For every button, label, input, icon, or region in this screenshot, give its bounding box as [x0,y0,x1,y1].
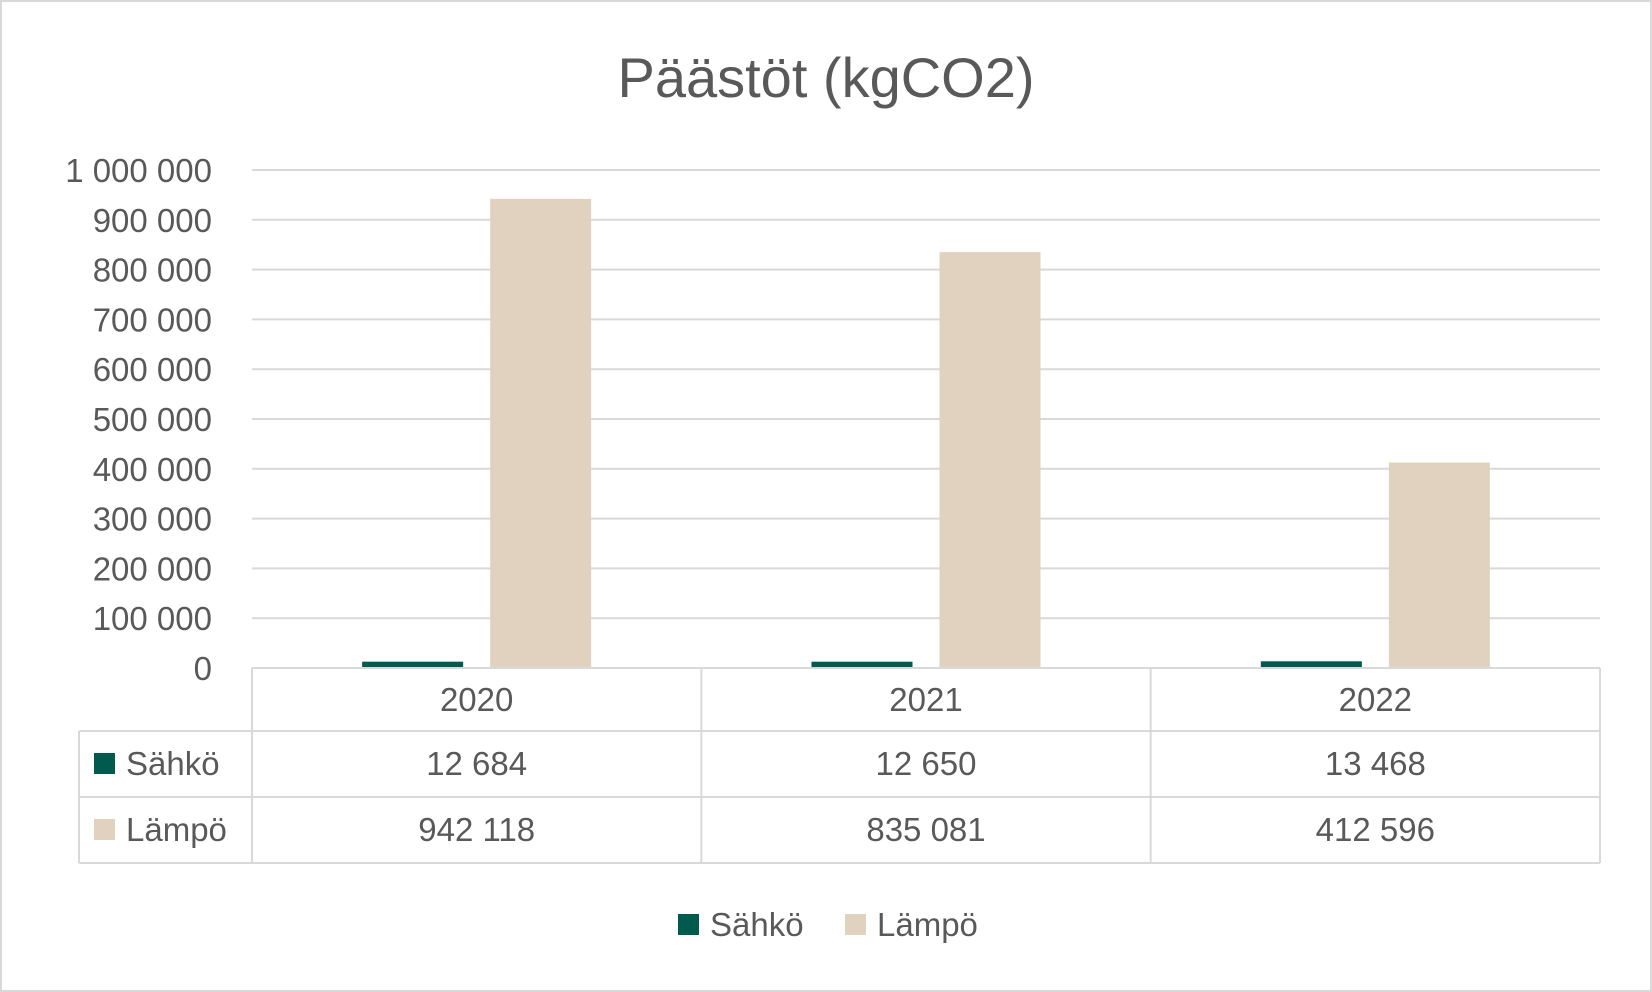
table-series-label: Sähkö [126,745,220,782]
bar-sähkö-2022 [1260,661,1362,668]
table-value: 13 468 [1325,745,1426,782]
y-tick-label: 1 000 000 [65,152,212,189]
gridlines [252,169,1600,620]
y-tick-label: 300 000 [93,501,212,538]
x-category-label: 2020 [440,681,513,718]
y-tick-label: 100 000 [93,600,212,637]
table-value: 942 118 [418,811,535,848]
x-category-label: 2021 [889,681,962,718]
y-tick-label: 900 000 [93,202,212,239]
y-tick-label: 700 000 [93,301,212,338]
y-axis-ticks: 0 100 000 200 000 300 000 400 000 500 000 600 … [65,152,212,687]
legend-label: Sähkö [710,906,804,943]
table-value: 12 650 [876,745,977,782]
table-series-label: Lämpö [126,811,227,848]
legend-key-lämpö [845,914,866,935]
bar-lämpö-2022 [1388,462,1490,668]
table-legend-key [94,819,115,840]
chart-title: Päästöt (kgCO2) [617,46,1034,109]
bar-lämpö-2020 [490,198,592,668]
legend-label: Lämpö [877,906,978,943]
y-tick-label: 0 [194,650,212,687]
data-table: 2020 2021 2022 Sähkö 12 684 12 650 13 468 Lämpö… [78,667,1601,864]
y-tick-label: 600 000 [93,351,212,388]
table-value: 412 596 [1316,811,1435,848]
bar-sähkö-2021 [811,661,913,668]
table-value: 835 081 [866,811,985,848]
y-tick-label: 400 000 [93,451,212,488]
table-value: 12 684 [426,745,527,782]
y-tick-label: 500 000 [93,401,212,438]
bar-sähkö-2020 [362,661,464,668]
bar-lämpö-2021 [939,252,1041,668]
y-tick-label: 800 000 [93,252,212,289]
legend-key-sähkö [678,914,699,935]
x-category-label: 2022 [1339,681,1412,718]
y-tick-label: 200 000 [93,550,212,587]
table-legend-key [94,753,115,774]
legend: Sähkö Lämpö [678,906,978,943]
bars [362,198,1490,668]
